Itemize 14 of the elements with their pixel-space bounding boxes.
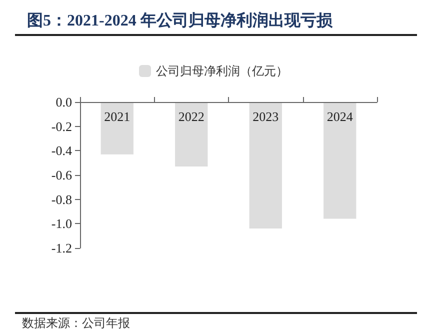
legend-label: 公司归母净利润（亿元） [156,64,288,78]
y-tick-label: -0.4 [51,143,72,158]
x-tick-label: 2023 [252,109,279,124]
y-tick-label: -1.2 [51,240,72,256]
y-tick-label: 0.0 [56,94,72,110]
y-tick-label: -1.0 [51,216,72,232]
x-tick-label: 2024 [326,109,354,124]
x-tick-label: 2021 [104,109,130,124]
y-tick-label: -0.2 [51,118,72,134]
y-tick-label: -0.8 [51,192,72,207]
source-note: 数据来源：公司年报 [22,316,130,330]
y-tick-label: -0.6 [51,168,72,182]
x-tick-label: 2022 [178,109,204,124]
chart-title: 图5：2021-2024 年公司归母净利润出现亏损 [27,12,334,30]
